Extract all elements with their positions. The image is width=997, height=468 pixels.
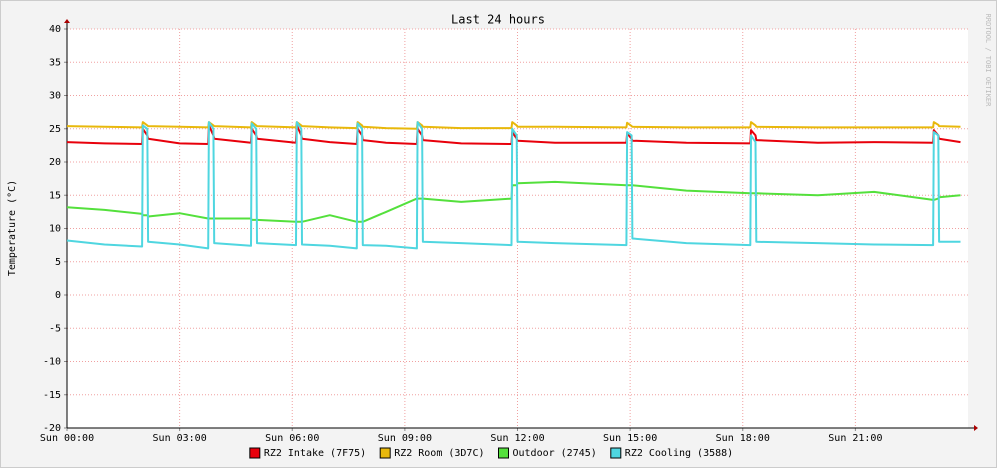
x-tick-label: Sun 03:00 (153, 433, 207, 444)
y-tick-label: -10 (43, 357, 61, 368)
y-tick-label: 5 (55, 257, 61, 268)
x-tick-label: Sun 12:00 (490, 433, 544, 444)
legend-label: RZ2 Intake (7F75) (264, 448, 366, 459)
x-tick-label: Sun 18:00 (716, 433, 770, 444)
x-tick-label: Sun 09:00 (378, 433, 432, 444)
y-tick-label: 10 (49, 224, 61, 235)
y-tick-label: 25 (49, 124, 61, 135)
y-tick-label: 15 (49, 190, 61, 201)
legend-swatch (610, 447, 622, 459)
x-tick-label: Sun 21:00 (828, 433, 882, 444)
chart-title: Last 24 hours (451, 13, 545, 27)
y-tick-label: -20 (43, 423, 61, 434)
x-tick-label: Sun 06:00 (265, 433, 319, 444)
x-tick-label: Sun 15:00 (603, 433, 657, 444)
y-tick-label: 30 (49, 91, 61, 102)
legend-label: RZ2 Cooling (3588) (625, 448, 733, 459)
y-tick-label: 20 (49, 157, 61, 168)
legend-label: RZ2 Room (3D7C) (394, 448, 484, 459)
legend-swatch (379, 447, 391, 459)
y-tick-label: 40 (49, 24, 61, 35)
y-tick-label: 35 (49, 57, 61, 68)
legend-label: Outdoor (2745) (513, 448, 597, 459)
legend-swatch (498, 447, 509, 459)
y-tick-label: -5 (49, 323, 61, 334)
series-line (66, 121, 961, 250)
watermark: RRDTOOL / TOBI OETIKER (984, 14, 992, 108)
x-axis-arrow (974, 425, 978, 431)
y-tick-label: -15 (43, 390, 61, 401)
y-axis-arrow (64, 19, 70, 23)
legend-swatch (249, 447, 261, 459)
y-axis-label: Temperature (°C) (7, 180, 18, 276)
y-tick-label: 0 (55, 290, 61, 301)
x-tick-label: Sun 00:00 (40, 433, 94, 444)
